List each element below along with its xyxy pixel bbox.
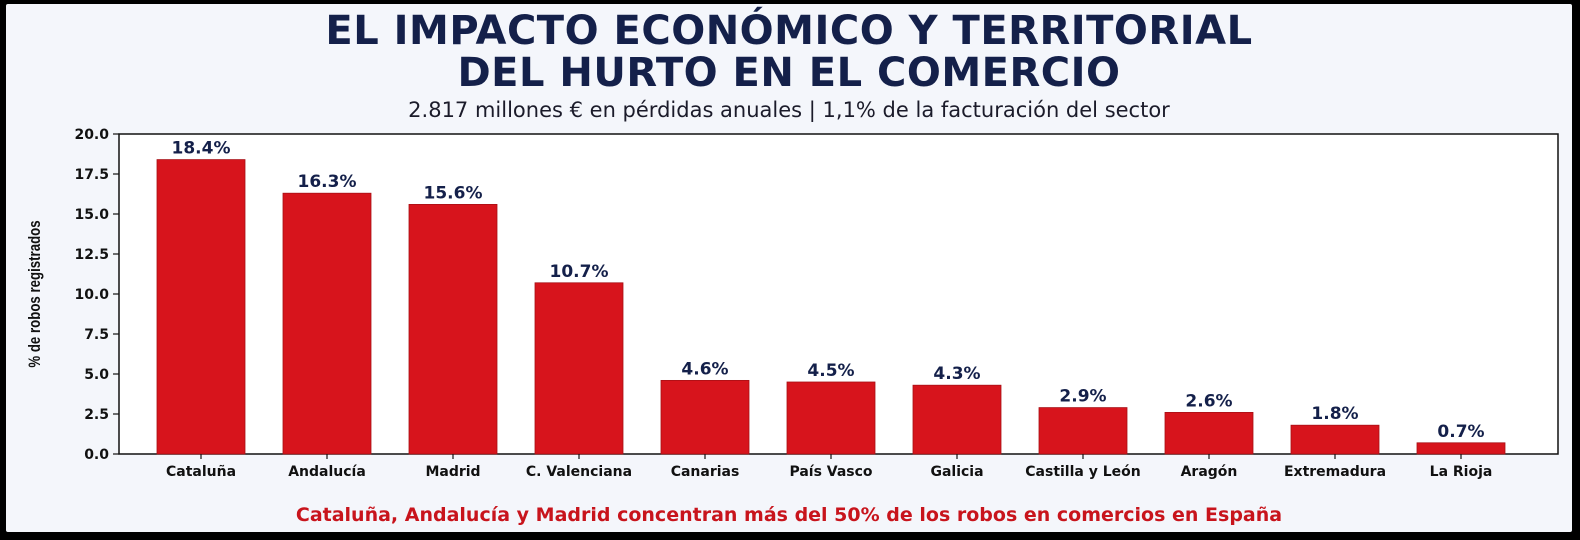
x-tick-label: Galicia <box>930 464 983 480</box>
bar-8 <box>1164 411 1254 455</box>
y-tick-label: 15.0 <box>74 207 109 223</box>
data-label: 4.5% <box>807 361 854 381</box>
x-tick-label: Castilla y León <box>1025 464 1140 480</box>
bar-6 <box>912 384 1002 455</box>
y-tick-label: 5.0 <box>84 367 109 383</box>
bar-10 <box>1416 442 1506 455</box>
title-line-1: EL IMPACTO ECONÓMICO Y TERRITORIAL <box>325 8 1253 54</box>
chart-footnote: Cataluña, Andalucía y Madrid concentran … <box>295 504 1283 526</box>
bar-chart: 0.0 2.5 5.0 7.5 10.0 12.5 15.0 17.5 20.0 18.4% 16… <box>26 127 1559 480</box>
data-labels-group: 18.4% 16.3% 15.6% 10.7% 4.6% 4.5% 4.3% 2.9% 2.6%… <box>172 139 1485 442</box>
y-tick-label: 10.0 <box>74 287 109 303</box>
chart-subtitle: 2.817 millones € en pérdidas anuales | 1… <box>408 98 1170 122</box>
x-tick-label: País Vasco <box>789 464 872 480</box>
bar-5 <box>786 381 876 455</box>
x-tick-label: La Rioja <box>1430 464 1493 480</box>
bar-4 <box>660 379 750 455</box>
bar-2 <box>408 203 498 455</box>
data-label: 18.4% <box>172 139 231 159</box>
chart-title: EL IMPACTO ECONÓMICO Y TERRITORIAL DEL H… <box>6 10 1572 94</box>
y-tick-label: 12.5 <box>74 247 109 263</box>
x-tick-label: C. Valenciana <box>526 464 632 480</box>
chart-frame: EL IMPACTO ECONÓMICO Y TERRITORIAL DEL H… <box>6 4 1572 532</box>
y-axis: 0.0 2.5 5.0 7.5 10.0 12.5 15.0 17.5 20.0 <box>74 127 119 463</box>
x-tick-label: Aragón <box>1181 464 1238 480</box>
data-label: 4.3% <box>933 364 980 384</box>
bar-0 <box>156 159 246 455</box>
data-label: 10.7% <box>550 262 609 282</box>
bar-7 <box>1038 407 1128 455</box>
y-tick-label: 20.0 <box>74 127 109 143</box>
bars-group <box>156 159 1506 455</box>
data-label: 1.8% <box>1311 404 1358 424</box>
bar-9 <box>1290 424 1380 455</box>
bar-3 <box>534 282 624 455</box>
data-label: 2.9% <box>1059 387 1106 407</box>
data-label: 16.3% <box>298 172 357 192</box>
y-tick-label: 2.5 <box>84 407 109 423</box>
data-label: 4.6% <box>681 359 728 379</box>
x-tick-label: Madrid <box>425 464 480 480</box>
data-label: 15.6% <box>424 183 483 203</box>
y-tick-label: 7.5 <box>84 327 109 343</box>
bar-1 <box>282 192 372 455</box>
x-tick-label: Extremadura <box>1284 464 1386 480</box>
x-tick-label: Andalucía <box>288 464 366 480</box>
data-label: 2.6% <box>1185 391 1232 411</box>
y-tick-label: 0.0 <box>84 447 109 463</box>
y-axis-label: % de robos registrados <box>26 220 45 367</box>
x-axis: Cataluña Andalucía Madrid C. Valenciana Cana… <box>166 454 1492 480</box>
y-tick-label: 17.5 <box>74 167 109 183</box>
x-tick-label: Canarias <box>671 464 740 480</box>
x-tick-label: Cataluña <box>166 464 236 480</box>
title-line-2: DEL HURTO EN EL COMERCIO <box>457 50 1121 96</box>
data-label: 0.7% <box>1437 422 1484 442</box>
